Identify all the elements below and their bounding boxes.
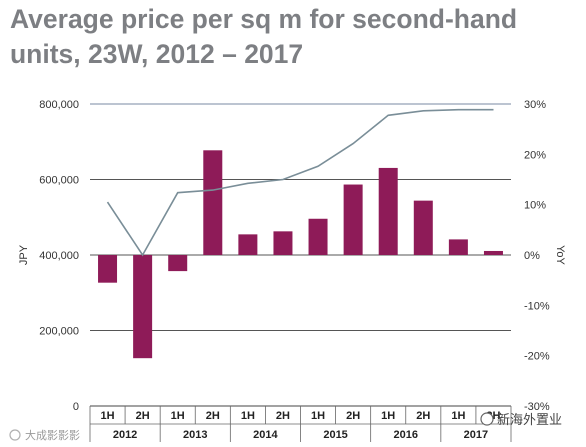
left-axis-ticks: 0 200,000 400,000 600,000 800,000 bbox=[39, 99, 79, 413]
price-line bbox=[106, 108, 494, 257]
year-label: 2014 bbox=[253, 429, 278, 441]
category-label: 1H bbox=[451, 410, 465, 422]
left-tick-label: 800,000 bbox=[39, 99, 79, 111]
right-tick-label: 20% bbox=[524, 149, 546, 161]
category-label: 1H bbox=[241, 410, 255, 422]
left-axis-label: JPY bbox=[18, 244, 30, 265]
right-tick-label: 0% bbox=[524, 250, 540, 262]
right-tick-label: 10% bbox=[524, 200, 546, 212]
year-label: 2012 bbox=[113, 429, 137, 441]
category-label: 2H bbox=[276, 410, 290, 422]
bar bbox=[168, 255, 188, 272]
category-label: 2H bbox=[136, 410, 150, 422]
category-label: 1H bbox=[171, 410, 185, 422]
year-label: 2013 bbox=[183, 429, 207, 441]
yoy-bars bbox=[98, 150, 503, 359]
bar bbox=[273, 231, 293, 255]
bar bbox=[378, 167, 398, 255]
bar bbox=[203, 150, 223, 255]
left-tick-label: 400,000 bbox=[39, 250, 79, 262]
bar bbox=[343, 184, 363, 255]
right-tick-label: -20% bbox=[524, 351, 550, 363]
year-label: 2017 bbox=[464, 429, 488, 441]
bar bbox=[413, 200, 433, 255]
bar bbox=[483, 250, 503, 255]
right-axis-label: YoY bbox=[554, 245, 566, 265]
category-label: 2H bbox=[346, 410, 360, 422]
wechat-icon bbox=[480, 412, 494, 426]
bar bbox=[133, 255, 153, 359]
category-label: 2H bbox=[416, 410, 430, 422]
right-tick-label: -30% bbox=[524, 401, 550, 413]
bar bbox=[308, 218, 328, 255]
category-label: 2H bbox=[206, 410, 220, 422]
left-tick-label: 600,000 bbox=[39, 175, 79, 187]
left-tick-label: 0 bbox=[73, 401, 79, 413]
right-axis-ticks: -30% -20% -10% 0% 10% 20% 30% bbox=[524, 99, 550, 413]
category-label: 1H bbox=[311, 410, 325, 422]
chart-title: Average price per sq m for second-hand u… bbox=[10, 4, 518, 69]
price-line-path bbox=[106, 108, 494, 257]
right-tick-label: 30% bbox=[524, 99, 546, 111]
left-tick-label: 200,000 bbox=[39, 326, 79, 338]
watermark-right-text: 新海外置业 bbox=[497, 412, 562, 427]
bar bbox=[448, 239, 468, 255]
year-label: 2016 bbox=[394, 429, 418, 441]
watermark-right: 新海外置业 bbox=[480, 412, 562, 427]
watermark-left: 大成影影影 bbox=[9, 428, 80, 442]
year-label: 2015 bbox=[323, 429, 347, 441]
right-tick-label: -10% bbox=[524, 300, 550, 312]
bar bbox=[98, 255, 118, 283]
gridlines bbox=[90, 103, 511, 331]
watermark-left-text: 大成影影影 bbox=[25, 428, 80, 442]
bar bbox=[238, 234, 258, 255]
category-label: 1H bbox=[381, 410, 395, 422]
category-label: 1H bbox=[101, 410, 115, 422]
watermark-left-icon bbox=[9, 429, 21, 441]
